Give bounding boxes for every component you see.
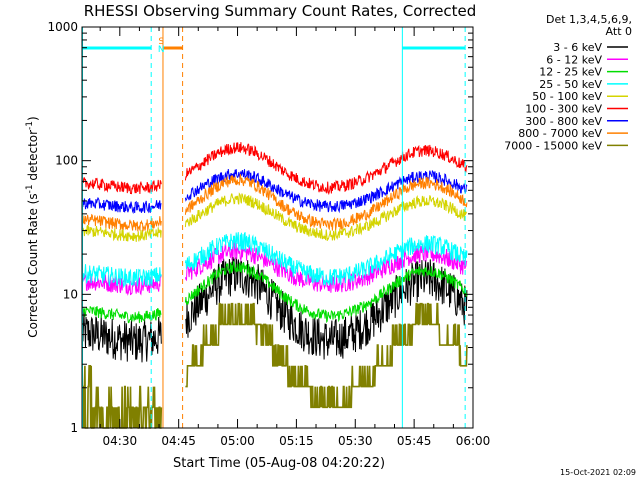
x-tick-label: 04:30 [103,434,138,448]
y-axis-label-part: Corrected Count Rate (s [26,193,40,337]
x-tick-label: 06:00 [456,434,491,448]
chart-title: RHESSI Observing Summary Count Rates, Co… [84,2,477,20]
series-line [184,260,468,324]
x-axis-label: Start Time (05-Aug-08 04:20:22) [173,456,385,471]
series-line [81,311,162,363]
legend-label: 7000 - 15000 keV [504,139,602,152]
legend-label: 3 - 6 keV [553,41,602,54]
timestamp: 15-Oct-2021 02:09 [560,468,636,477]
y-axis-label-part: ) [26,116,40,121]
series-line [81,272,162,296]
x-tick-label: 05:00 [220,434,255,448]
legend-label: 50 - 100 keV [532,90,602,103]
series-line [81,264,162,289]
legend-label: 25 - 50 keV [539,78,602,91]
x-tick-label: 05:30 [338,434,373,448]
y-tick-label: 1000 [47,20,78,34]
series-line [81,177,162,195]
legend-label: 12 - 25 keV [539,66,602,79]
legend-label: 100 - 300 keV [525,103,602,116]
series-line [185,255,468,360]
series-line [81,364,163,429]
series-line [184,142,468,196]
y-tick-label: 10 [63,287,78,301]
plot-frame [81,26,474,429]
y-tick-label: 100 [55,154,78,168]
legend-label: 6 - 12 keV [546,53,602,66]
series-line [184,173,468,231]
series-line [81,224,162,242]
series-line [184,232,468,287]
x-tick-label: 05:15 [279,434,314,448]
x-tick-label: 04:45 [161,434,196,448]
legend-label: 800 - 7000 keV [518,127,602,140]
y-axis-label-sup: -1 [25,121,35,130]
y-axis-label-part: detector [26,130,40,185]
series-line [82,305,162,324]
legend-header-line: Att 0 [606,25,632,38]
y-tick-label: 1 [70,421,78,435]
state-letter-s: S [158,37,164,47]
series-line [185,302,468,409]
x-tick-label: 05:45 [397,434,432,448]
plot-area: SN [81,27,468,429]
state-letter-n: N [158,45,165,55]
series-line [184,192,467,242]
legend-header-line: Det 1,3,4,5,6,9, [546,13,632,26]
y-axis-label-sup: -1 [25,184,35,193]
y-axis-label: Corrected Count Rate (s-1 detector-1) [25,116,40,337]
series-line [81,196,162,215]
legend-label: 300 - 800 keV [525,115,602,128]
series-line [81,213,162,232]
axes: 1 10 100 1000 04:30 04:45 05:00 05:15 05:30 05:45… [47,20,490,448]
